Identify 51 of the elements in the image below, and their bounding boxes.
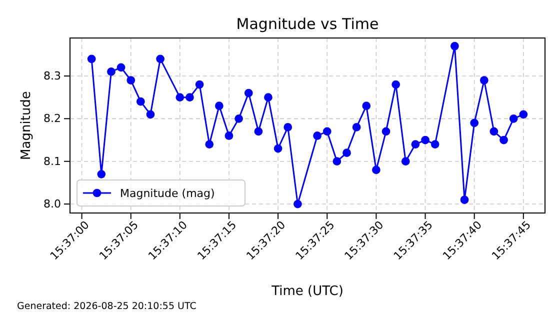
- point: [284, 123, 292, 132]
- point: [176, 93, 184, 102]
- point: [342, 148, 351, 157]
- point: [382, 127, 390, 136]
- point: [401, 157, 410, 166]
- point: [264, 93, 272, 102]
- point: [156, 54, 164, 64]
- point: [460, 196, 469, 204]
- point: [352, 123, 361, 132]
- point: [195, 80, 204, 89]
- point: [136, 97, 145, 106]
- point: [126, 76, 136, 84]
- y-tick-label: 8.0: [44, 198, 61, 211]
- y-tick-label: 8.3: [44, 70, 61, 83]
- point: [500, 136, 508, 144]
- point: [450, 42, 459, 50]
- point: [244, 88, 253, 98]
- text: Generated: 2026-08-25 20:10:55 UTC: [17, 301, 197, 312]
- point: [421, 136, 430, 144]
- point: [205, 140, 214, 148]
- chart-title: Magnitude vs Time: [236, 15, 379, 33]
- point: [362, 102, 371, 110]
- y-tick-label: 8.1: [44, 154, 61, 168]
- y-tick-label: 8.2: [44, 112, 61, 126]
- point: [87, 54, 96, 64]
- point: [322, 127, 332, 136]
- point: [313, 132, 322, 140]
- point: [470, 118, 479, 128]
- point: [97, 170, 106, 178]
- x-axis-title: Time (UTC): [270, 284, 344, 299]
- point: [519, 110, 528, 119]
- point: [392, 80, 400, 89]
- point: [215, 102, 224, 110]
- point: [430, 140, 440, 148]
- point: [224, 132, 234, 140]
- legend-label: Magnitude (mag): [120, 187, 215, 200]
- point: [186, 93, 194, 102]
- point: [294, 200, 302, 208]
- point: [332, 157, 342, 166]
- point: [372, 166, 380, 174]
- point: [509, 114, 518, 123]
- point: [480, 76, 488, 84]
- point: [490, 127, 498, 136]
- point: [411, 140, 420, 148]
- point: [146, 110, 155, 119]
- point: [116, 63, 126, 72]
- point: [234, 114, 243, 123]
- y-axis-title: Magnitude: [19, 91, 34, 160]
- point: [274, 144, 282, 153]
- point: [254, 127, 263, 136]
- point: [107, 68, 116, 76]
